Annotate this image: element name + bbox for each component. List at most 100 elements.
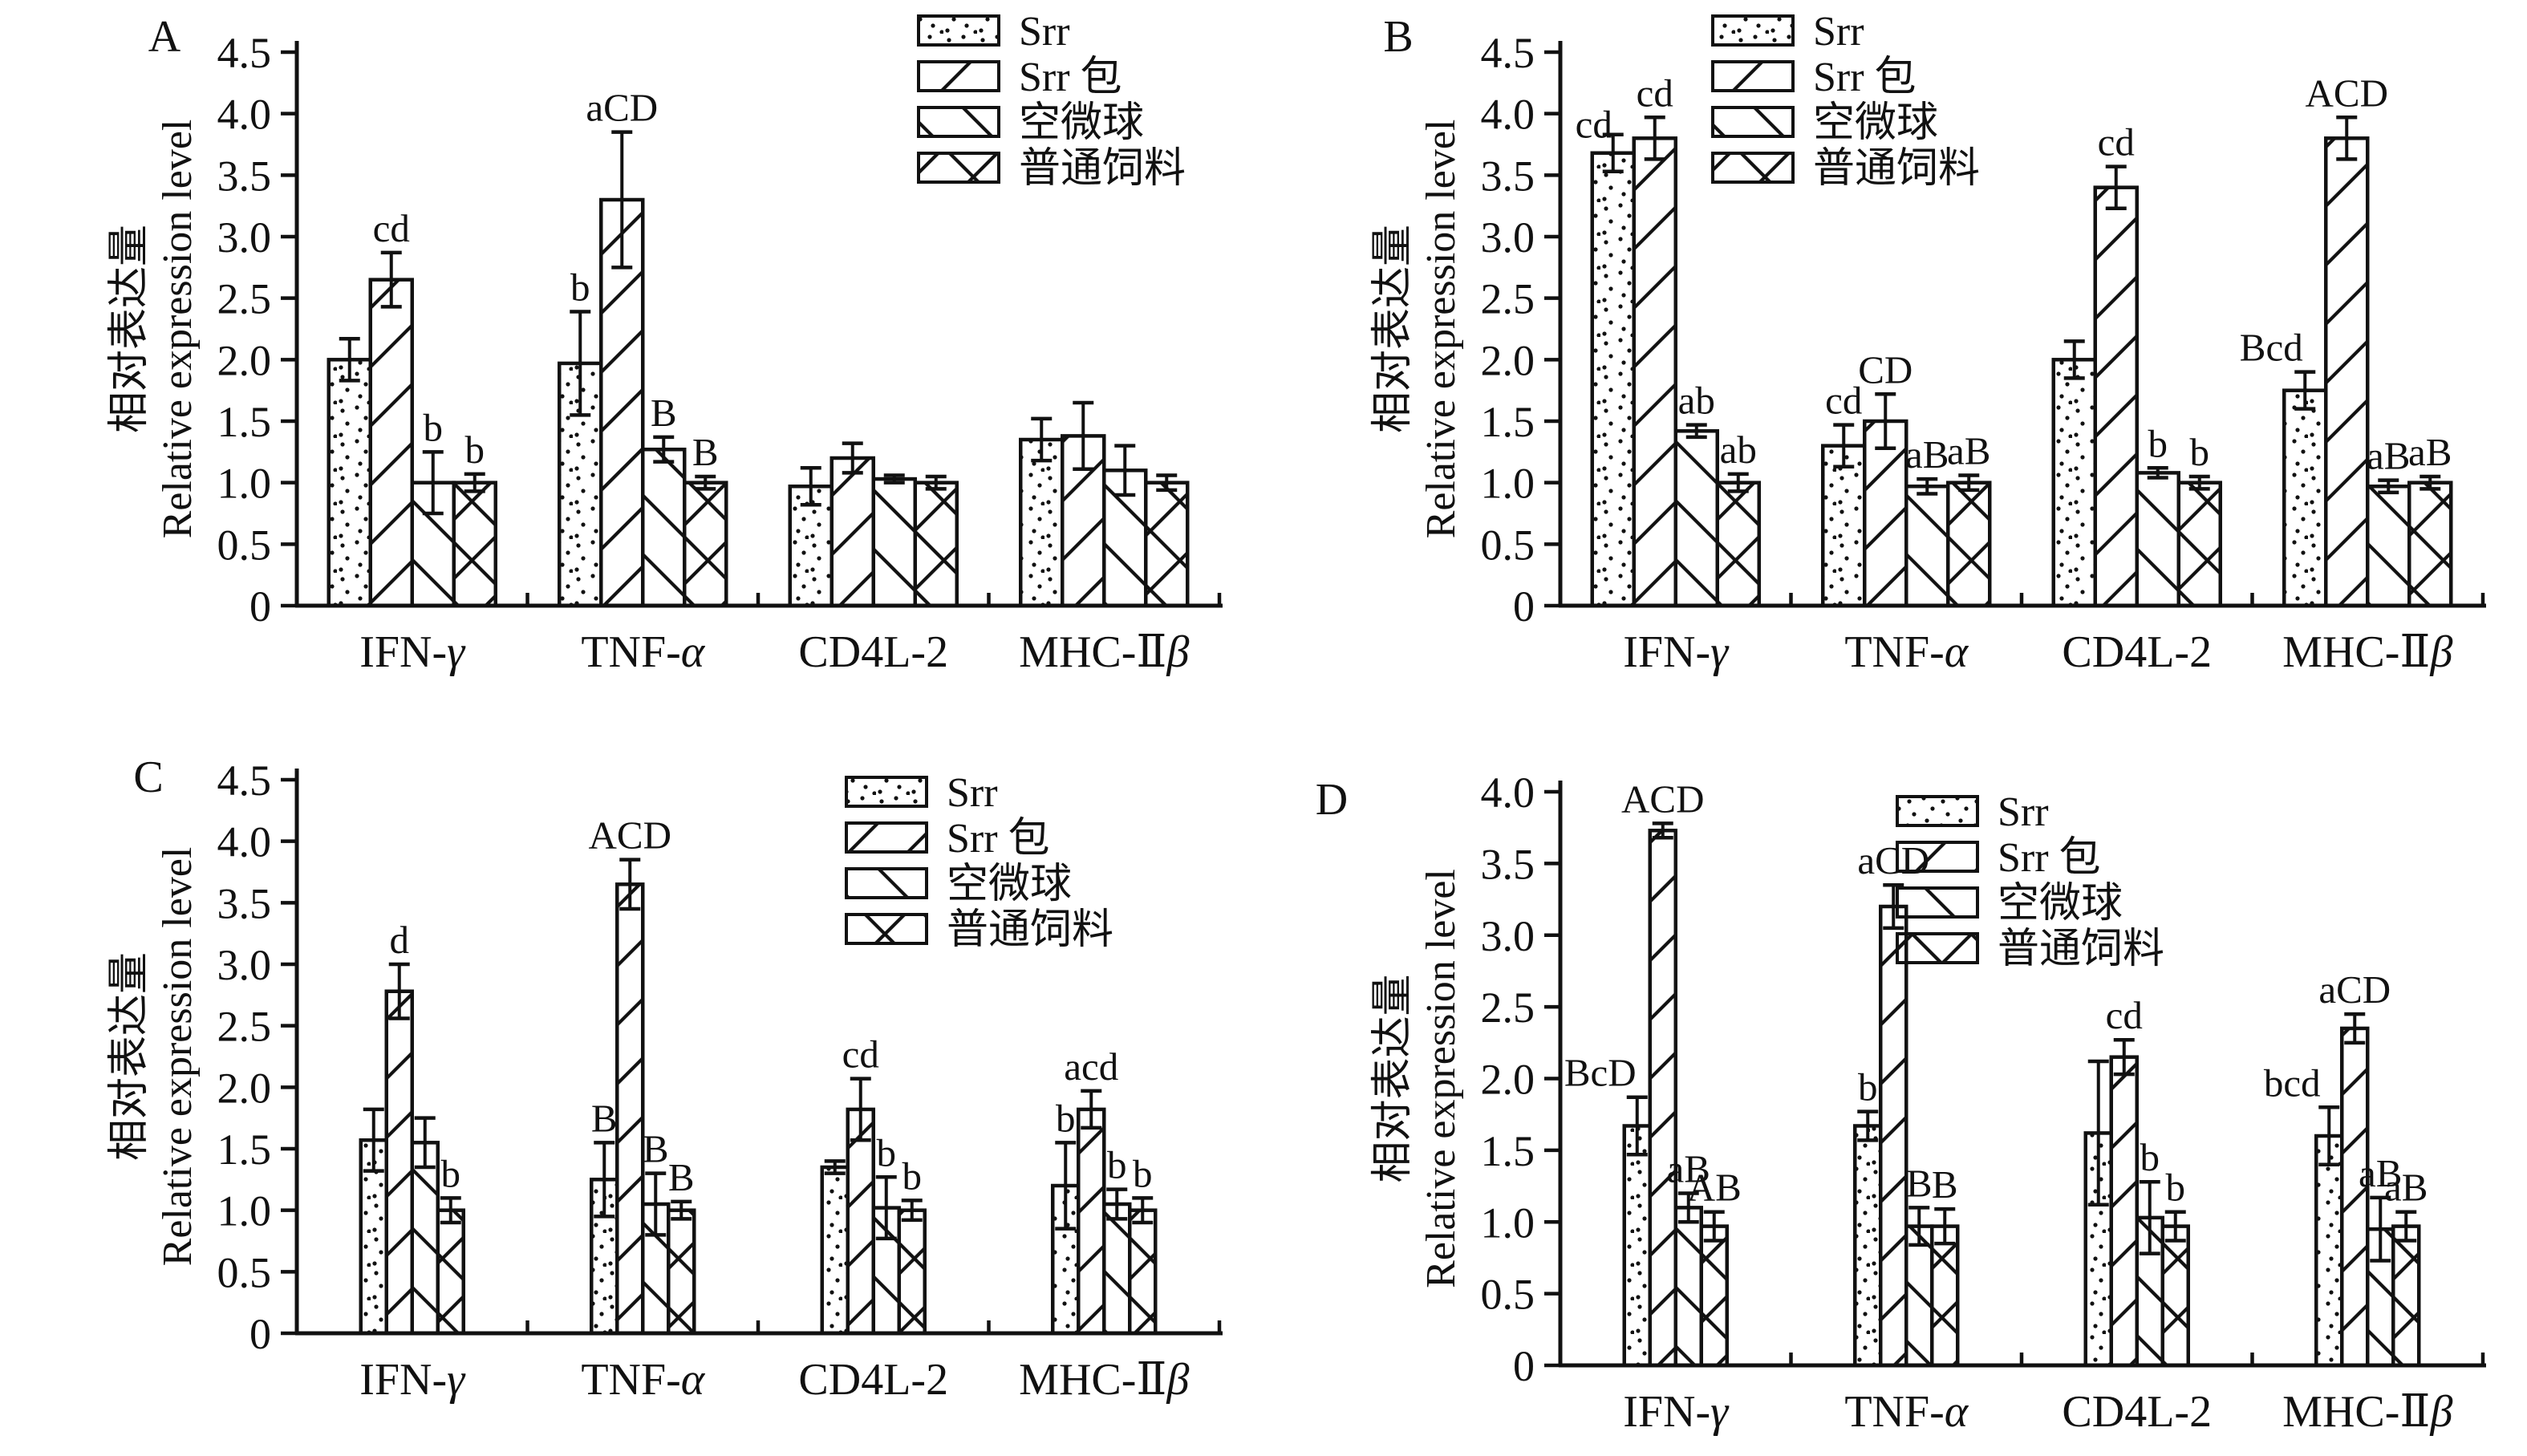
category-label: IFN-γ [1623,627,1730,677]
legend-swatch [917,60,1000,92]
bar [1648,829,1677,1368]
sig-label: aB [1667,1147,1710,1191]
y-axis-label-cn: 相对表达量 [1370,974,1416,1182]
sig-label: aCD [586,86,658,130]
bar [1590,151,1636,608]
bar [452,481,497,608]
bar [1673,1206,1703,1368]
sig-label: b [441,1151,461,1195]
error-bar [800,466,821,507]
error-bar [380,250,402,309]
bar [2391,1224,2421,1368]
sig-label: AB [1687,1166,1742,1210]
error-bar [695,474,716,491]
sig-label: cd [373,206,410,250]
bar [2366,485,2411,608]
error-bar [414,1116,436,1170]
legend-label: Srr [1019,9,1070,55]
sig-label: ACD [2306,71,2388,115]
bar [1622,1124,1652,1368]
sig-label: b [2166,1166,2186,1210]
legend-label: Srr [1998,789,2049,835]
y-tick-label: 0 [249,1310,271,1358]
panel-label: C [133,752,163,802]
error-bar [594,1141,615,1219]
error-bar [611,130,633,270]
bar [1904,1224,1934,1368]
error-bar [2294,370,2316,411]
error-bar [570,310,591,417]
error-bar [645,1171,667,1237]
error-bar [2188,474,2210,491]
y-tick-label: 3.5 [217,152,272,200]
error-bar [1875,392,1896,450]
error-bar [2113,1037,2135,1077]
bar [2051,358,2097,608]
sig-label: B [651,391,677,435]
bar [1102,1202,1132,1336]
bar [1853,1124,1883,1368]
legend-swatch [1896,795,1979,827]
category-label: TNF-α [1844,627,1969,677]
category-label: IFN-γ [1623,1387,1730,1437]
sig-label: CD [1858,347,1912,391]
sig-label: b [465,428,485,472]
sig-label: ACD [589,813,671,858]
error-bar [1934,1207,1956,1246]
error-bar [2344,1012,2366,1045]
category-label: IFN-γ [359,1355,466,1405]
error-bar [1106,1187,1128,1221]
error-bar [2378,478,2399,495]
bar [1904,485,1950,608]
sig-label: Bcd [2240,326,2303,370]
bar [1879,904,1908,1368]
y-axis-label-cn: 相对表达量 [107,225,152,433]
y-tick-label: 4.5 [217,756,272,805]
sig-label: b [424,405,444,449]
legend-label: Srr 包 [1813,55,1917,100]
error-bar [464,472,485,493]
sig-label: cd [842,1032,879,1077]
sig-label: cd [1825,379,1862,423]
sig-label: ab [1720,428,1757,472]
y-tick-label: 2.0 [217,1064,272,1112]
legend-label: Srr 包 [947,816,1050,862]
y-tick-label: 2.5 [1481,984,1535,1032]
y-tick-label: 4.0 [1481,769,1535,817]
y-tick-label: 3.0 [217,213,272,262]
legend-swatch [1711,14,1795,47]
y-tick-label: 0 [1513,582,1535,631]
y-tick-label: 1.0 [1481,1198,1535,1247]
sig-label: B [1906,1161,1933,1205]
legend-swatch [1896,886,1979,919]
sig-label: B [1932,1162,1958,1207]
error-bar [2370,1195,2391,1263]
bar [829,456,875,608]
sig-label: B [643,1127,669,1171]
sig-label: aB [1947,428,1990,472]
error-bar [1727,472,1749,493]
error-bar [619,858,641,911]
sig-label: BcD [1564,1051,1637,1095]
sig-label: cd [1576,103,1612,147]
sig-label: B [692,430,719,474]
bar [641,448,687,608]
legend-swatch [1711,152,1795,184]
error-bar [440,1196,461,1225]
legend-label: 空微球 [1019,100,1144,146]
bar [368,278,414,608]
error-bar [842,441,863,475]
error-bar [2063,339,2085,380]
error-bar [2318,1105,2340,1166]
bar [1946,481,1992,608]
legend-label: 普通饲料 [947,907,1113,953]
error-bar [1114,444,1136,497]
category-label: CD4L-2 [2062,1387,2212,1437]
sig-label: B [668,1155,695,1199]
error-bar [363,1107,384,1173]
sig-label: b [2140,1135,2160,1179]
